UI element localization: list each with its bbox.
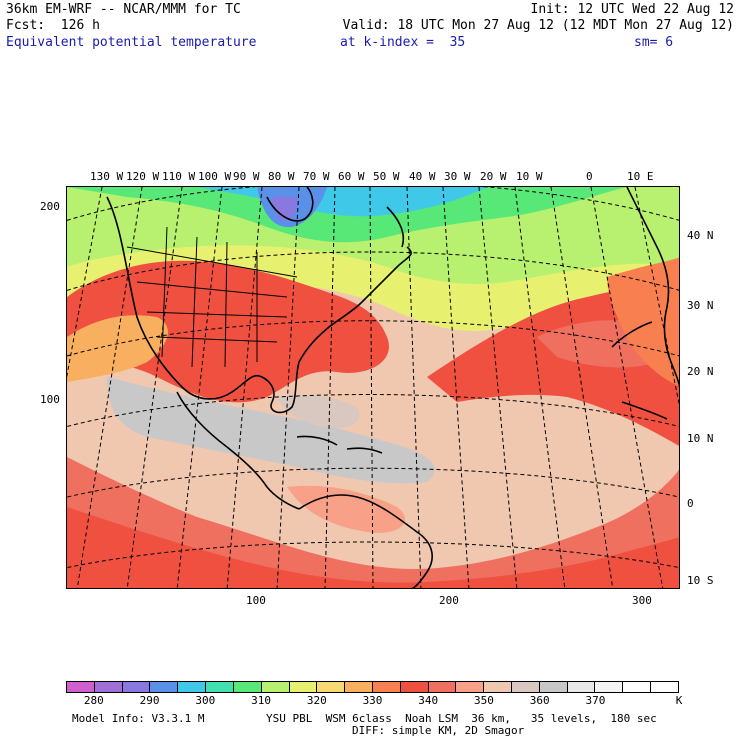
- colorbar-swatch: [567, 682, 596, 692]
- longitude-label: 80 W: [268, 170, 295, 183]
- longitude-label: 90 W: [233, 170, 260, 183]
- colorbar-label: K: [675, 694, 683, 707]
- latitude-label: 20 N: [687, 365, 714, 378]
- colorbar-swatch: [512, 682, 540, 692]
- colorbar-label: 320: [306, 694, 327, 707]
- forecast-hour: Fcst: 126 h: [6, 18, 100, 33]
- longitude-label: 10 W: [516, 170, 543, 183]
- longitude-label: 50 W: [373, 170, 400, 183]
- colorbar-label: 360: [529, 694, 550, 707]
- physics-info: YSU PBL WSM 6class Noah LSM 36 km, 35 le…: [266, 712, 657, 725]
- field-name: Equivalent potential temperature: [6, 35, 257, 50]
- colorbar-swatch: [233, 682, 262, 692]
- longitude-label: 110 W: [162, 170, 196, 183]
- model-title: 36km EM-WRF -- NCAR/MMM for TC: [6, 2, 241, 17]
- longitude-label: 100 W: [198, 170, 232, 183]
- colorbar-swatch: [206, 682, 234, 692]
- init-time: Init: 12 UTC Wed 22 Aug 12: [530, 2, 735, 17]
- colorbar-swatch: [261, 682, 290, 692]
- colorbar-label: 280: [83, 694, 104, 707]
- colorbar-swatch: [651, 682, 678, 692]
- longitude-label: 10 E: [627, 170, 654, 183]
- colorbar-label: 340: [418, 694, 439, 707]
- grid-x-label: 200: [439, 594, 459, 607]
- longitude-label: 120 W: [126, 170, 160, 183]
- colorbar-swatch: [345, 682, 373, 692]
- longitude-label: 130 W: [90, 170, 124, 183]
- longitude-label: 60 W: [338, 170, 365, 183]
- theta-e-map: [66, 186, 680, 589]
- colorbar-swatch: [122, 682, 151, 692]
- colorbar-swatch: [539, 682, 568, 692]
- colorbar-swatch: [623, 682, 652, 692]
- grid-y-label: 100: [40, 393, 60, 406]
- map-svg: [67, 187, 679, 588]
- colorbar-swatch: [428, 682, 457, 692]
- latitude-label: 10 N: [687, 432, 714, 445]
- level-info: at k-index = 35: [340, 35, 466, 50]
- colorbar-swatch: [400, 682, 429, 692]
- colorbar-label: 370: [585, 694, 606, 707]
- smoothing-info: sm= 6: [634, 35, 674, 50]
- colorbar-swatch: [456, 682, 485, 692]
- colorbar-label: 300: [195, 694, 216, 707]
- grid-y-label: 200: [40, 200, 60, 213]
- latitude-label: 30 N: [687, 299, 714, 312]
- longitude-label: 20 W: [480, 170, 507, 183]
- colorbar-swatch: [595, 682, 624, 692]
- latitude-label: 10 S: [687, 574, 714, 587]
- colorbar-label: 310: [251, 694, 271, 707]
- colorbar-label: 350: [474, 694, 494, 707]
- grid-x-label: 100: [246, 594, 266, 607]
- colorbar-swatch: [150, 682, 179, 692]
- valid-time: Valid: 18 UTC Mon 27 Aug 12 (12 MDT Mon …: [342, 18, 734, 33]
- diffusion-info: DIFF: simple KM, 2D Smagor: [352, 724, 525, 737]
- colorbar-swatch: [67, 682, 95, 692]
- colorbar-swatch: [178, 682, 207, 692]
- colorbar: [66, 681, 679, 693]
- latitude-label: 40 N: [687, 229, 714, 242]
- longitude-label: 0: [586, 170, 593, 183]
- model-info: Model Info: V3.3.1 M: [72, 712, 205, 725]
- latitude-label: 0: [687, 497, 694, 510]
- colorbar-swatch: [317, 682, 346, 692]
- grid-x-label: 300: [632, 594, 652, 607]
- colorbar-label: 330: [362, 694, 383, 707]
- colorbar-label: 290: [139, 694, 160, 707]
- colorbar-swatch: [484, 682, 512, 692]
- longitude-label: 30 W: [444, 170, 471, 183]
- longitude-label: 40 W: [409, 170, 436, 183]
- longitude-label: 70 W: [303, 170, 330, 183]
- colorbar-swatch: [289, 682, 318, 692]
- colorbar-swatch: [372, 682, 401, 692]
- colorbar-swatch: [94, 682, 123, 692]
